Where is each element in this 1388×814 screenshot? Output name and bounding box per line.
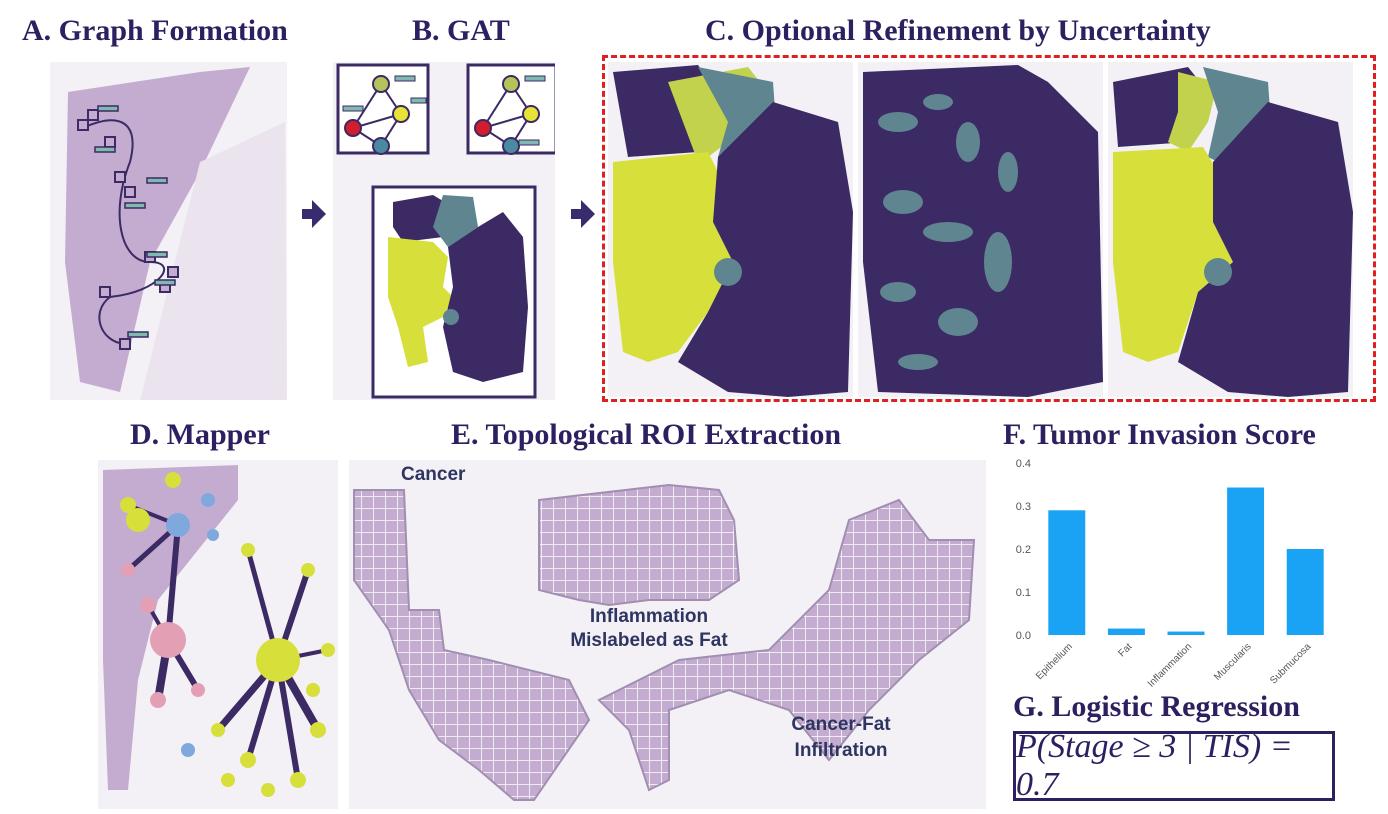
x-tick-label: Inflammation: [1146, 641, 1194, 687]
label-inflammation: Inflammation: [590, 606, 708, 627]
roi-panel: Cancer Inflammation Mislabeled as Fat Ca…: [349, 460, 986, 809]
refinement-box: [602, 55, 1376, 402]
bar-inflammation: [1167, 631, 1205, 635]
roi-regions: Cancer Inflammation Mislabeled as Fat Ca…: [353, 464, 976, 801]
graph-formation-image: [65, 67, 287, 400]
label-cancer-fat: Cancer-Fat: [791, 714, 891, 735]
y-tick-label: 0.1: [1016, 587, 1031, 599]
bar-submucosa: [1286, 549, 1324, 635]
refinement-map-3: [1108, 62, 1353, 397]
title-roi-extraction: E. Topological ROI Extraction: [451, 418, 842, 451]
gat-graph-right: [466, 63, 558, 155]
title-logistic-regression: G. Logistic Regression: [1013, 690, 1300, 723]
mapper-graph: [103, 465, 335, 797]
refinement-map-2: [858, 62, 1103, 397]
x-tick-label: Fat: [1117, 641, 1135, 659]
logistic-formula: P(Stage ≥ 3 | TIS) = 0.7: [1013, 728, 1335, 803]
gat-segmentation: [371, 185, 537, 399]
bar-epithelium: [1048, 510, 1086, 635]
mapper-panel: [98, 460, 338, 809]
bar-muscularis: [1227, 487, 1265, 635]
title-graph-formation: A. Graph Formation: [22, 14, 288, 47]
title-mapper: D. Mapper: [130, 418, 270, 451]
bar-fat: [1107, 628, 1145, 635]
roi-cancer-fat-region: [597, 498, 976, 792]
gat-panel: [333, 62, 558, 400]
tis-bar-chart: 0.0 0.1 0.2 0.3 0.4 Epithelium Fat Inflammation…: [1016, 458, 1324, 690]
refinement-map-1: [608, 62, 853, 397]
graph-formation-panel: [50, 62, 287, 400]
arrow-right-icon: [571, 200, 595, 228]
arrow-right-icon: [302, 200, 326, 228]
title-tumor-invasion-score: F. Tumor Invasion Score: [1003, 418, 1316, 451]
title-refinement: C. Optional Refinement by Uncertainty: [705, 14, 1211, 47]
tis-chart: 0.0 0.1 0.2 0.3 0.4 Epithelium Fat Inflammation…: [1005, 455, 1345, 690]
x-tick-label: Epithelium: [1034, 641, 1075, 682]
gat-graph-left: [336, 63, 430, 155]
label-cancer: Cancer: [401, 464, 466, 485]
roi-inflammation-region: [538, 483, 741, 607]
y-tick-label: 0.3: [1016, 501, 1031, 513]
label-infiltration: Infiltration: [795, 740, 888, 761]
roi-cancer-region: [353, 489, 591, 801]
y-tick-label: 0.0: [1016, 630, 1031, 642]
x-tick-label: Submucosa: [1268, 641, 1313, 686]
y-tick-label: 0.4: [1016, 458, 1031, 470]
gat-diagram: [336, 63, 558, 399]
x-tick-label: Muscularis: [1212, 641, 1254, 683]
y-tick-label: 0.2: [1016, 544, 1031, 556]
label-mislabeled-fat: Mislabeled as Fat: [570, 630, 728, 651]
title-gat: B. GAT: [412, 14, 510, 47]
